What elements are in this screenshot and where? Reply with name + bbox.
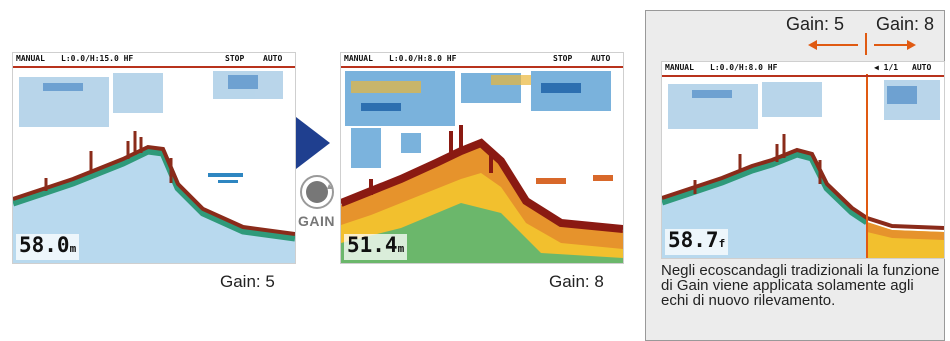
mode-label: MANUAL	[665, 63, 694, 72]
status-label: STOP	[225, 54, 245, 63]
echogram-gain-5	[13, 68, 295, 263]
sounder-screen-split: MANUAL L:0.0/H:8.0 HF ◀ 1/1 AUTO 58.7f	[661, 61, 945, 259]
caption-gain-8: Gain: 8	[549, 272, 604, 291]
auto-label: AUTO	[263, 54, 283, 63]
screen-header: MANUAL L:0.0/H:8.0 HF STOP AUTO	[341, 53, 623, 65]
gain-knob-icon	[300, 175, 334, 209]
range-label: L:0.0/H:8.0 HF	[710, 63, 778, 72]
panel-gain-right-label: Gain: 8	[876, 14, 935, 34]
header-divider	[662, 75, 944, 77]
echogram-split	[662, 74, 944, 258]
depth-readout: 58.7f	[665, 229, 729, 255]
range-label: L:0.0/H:8.0 HF	[389, 54, 457, 63]
play-arrow-icon	[296, 117, 330, 169]
status-label: STOP	[553, 54, 573, 63]
range-label: L:0.0/H:15.0 HF	[61, 54, 134, 63]
gain-compare-arrows-icon	[808, 33, 916, 55]
screen-header: MANUAL L:0.0/H:8.0 HF ◀ 1/1 AUTO	[662, 62, 944, 74]
header-divider	[13, 66, 295, 68]
auto-label: AUTO	[591, 54, 611, 63]
sounder-screen-gain-5: MANUAL L:0.0/H:15.0 HF STOP AUTO 58.0m	[12, 52, 296, 264]
mode-label: MANUAL	[344, 54, 373, 63]
screen-header: MANUAL L:0.0/H:15.0 HF STOP AUTO	[13, 53, 295, 65]
panel-gain-left-label: Gain: 5	[786, 14, 845, 34]
header-divider	[341, 66, 623, 68]
auto-label: AUTO	[912, 63, 932, 72]
panel-description: Negli ecoscandagli tradizionali la funzi…	[661, 262, 940, 309]
mode-label: MANUAL	[16, 54, 45, 63]
status-label: ◀ 1/1	[874, 63, 899, 72]
gain-control-label: GAIN	[298, 213, 335, 229]
depth-readout: 51.4m	[344, 234, 408, 260]
caption-gain-5: Gain: 5	[220, 272, 275, 291]
depth-readout: 58.0m	[16, 234, 80, 260]
sounder-screen-gain-8: MANUAL L:0.0/H:8.0 HF STOP AUTO 51.4m	[340, 52, 624, 264]
echogram-gain-8	[341, 68, 623, 263]
